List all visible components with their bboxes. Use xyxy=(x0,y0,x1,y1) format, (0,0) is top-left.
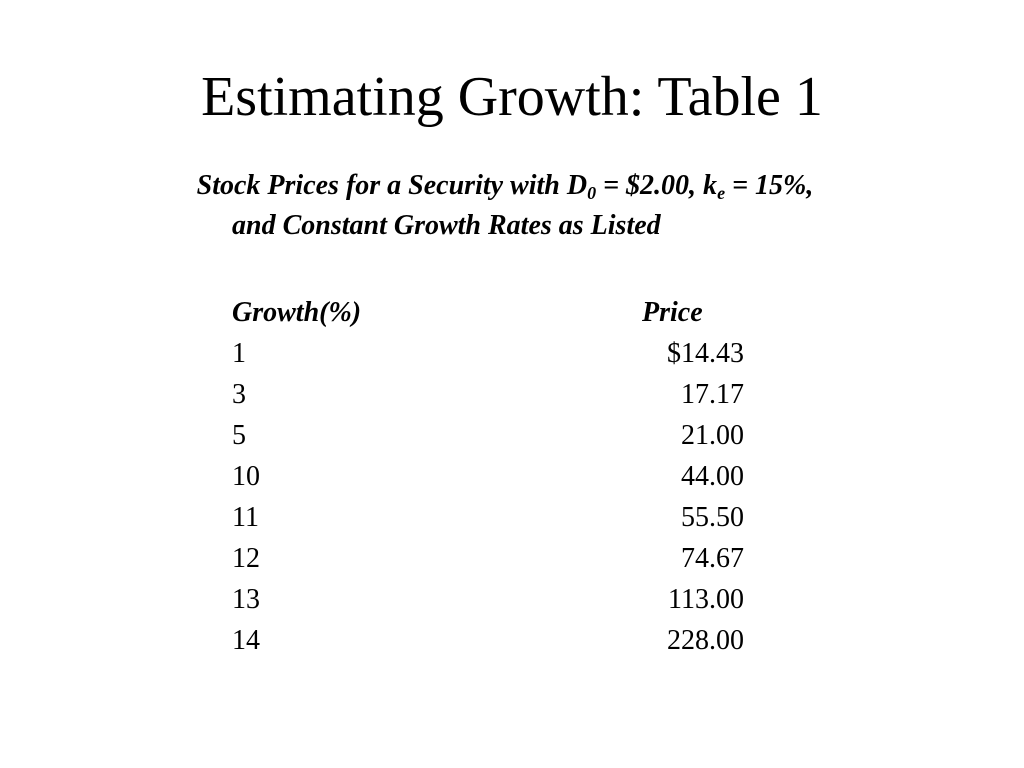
price-cell: 44.00 xyxy=(681,461,744,492)
table-caption-line-2: and Constant Growth Rates as Listed xyxy=(232,210,661,241)
growth-cell: 12 xyxy=(232,543,260,574)
table-row: 5 21.00 xyxy=(232,415,752,456)
price-cell: 74.67 xyxy=(681,543,744,574)
slide-title: Estimating Growth: Table 1 xyxy=(201,66,823,128)
table-row: 13 113.00 xyxy=(232,579,752,620)
table-header-row: Growth(%) Price xyxy=(232,292,752,333)
caption-text-b: = $2.00, k xyxy=(596,170,718,201)
price-cell: 17.17 xyxy=(681,379,744,410)
table-row: 12 74.67 xyxy=(232,538,752,579)
price-cell: 113.00 xyxy=(668,584,744,615)
growth-cell: 13 xyxy=(232,584,260,615)
table-row: 3 17.17 xyxy=(232,374,752,415)
price-cell: 55.50 xyxy=(681,502,744,533)
table-caption-line-1: Stock Prices for a Security with D0 = $2… xyxy=(0,170,1017,202)
growth-cell: 14 xyxy=(232,625,260,656)
growth-price-table: Growth(%) Price 1 $14.43 3 17.17 5 21.00… xyxy=(232,292,752,661)
table-row: 10 44.00 xyxy=(232,456,752,497)
header-growth: Growth(%) xyxy=(232,297,362,328)
table-row: 1 $14.43 xyxy=(232,333,752,374)
caption-text-a: Stock Prices for a Security with D xyxy=(196,170,588,201)
growth-cell: 3 xyxy=(232,379,246,410)
caption-subscript-0: 0 xyxy=(587,183,597,203)
caption-subscript-e: e xyxy=(717,183,726,203)
growth-cell: 10 xyxy=(232,461,260,492)
header-price: Price xyxy=(642,297,703,328)
price-cell: 228.00 xyxy=(667,625,744,656)
growth-cell: 11 xyxy=(232,502,259,533)
table-row: 11 55.50 xyxy=(232,497,752,538)
price-cell: $14.43 xyxy=(667,338,744,369)
growth-cell: 5 xyxy=(232,420,246,451)
caption-text-c: = 15%, xyxy=(725,170,814,201)
growth-cell: 1 xyxy=(232,338,246,369)
price-cell: 21.00 xyxy=(681,420,744,451)
table-row: 14 228.00 xyxy=(232,620,752,661)
